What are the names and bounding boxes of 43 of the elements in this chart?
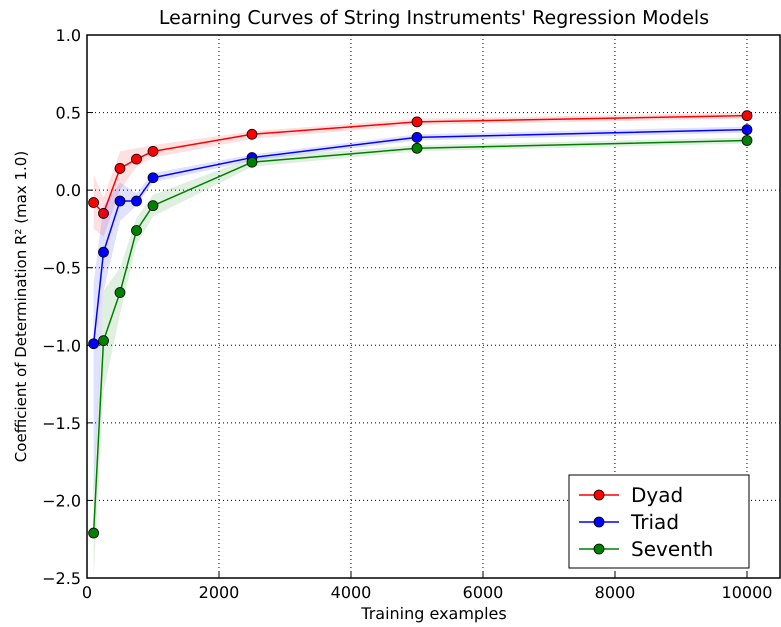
point <box>742 124 752 136</box>
point <box>148 172 158 184</box>
point <box>412 132 422 143</box>
legend-label: Dyad <box>631 483 684 507</box>
legend-label: Triad <box>630 510 680 534</box>
x-tick-label: 6000 <box>462 583 504 602</box>
legend-label: Seventh <box>631 537 714 561</box>
point <box>246 156 258 168</box>
point <box>114 287 126 298</box>
y-tick-label: 0.5 <box>56 104 81 123</box>
point <box>246 128 258 140</box>
y-tick-label: −2.5 <box>42 569 81 588</box>
y-tick-label: −0.5 <box>42 258 81 278</box>
point <box>131 225 142 236</box>
x-axis-title: Training examples <box>360 604 507 623</box>
y-tick-label: −1.0 <box>42 336 81 356</box>
point <box>88 338 99 350</box>
point <box>412 116 422 128</box>
point <box>742 135 752 146</box>
point <box>88 197 99 208</box>
point <box>148 146 158 157</box>
x-tick-label: 4000 <box>330 583 372 602</box>
y-tick-label: −2.0 <box>42 491 81 510</box>
point <box>148 200 158 212</box>
y-tick-label: 1.0 <box>56 26 81 45</box>
point <box>412 142 422 154</box>
point <box>98 208 109 219</box>
point <box>131 196 142 206</box>
point <box>98 246 109 258</box>
y-tick-label: −1.5 <box>42 414 81 433</box>
y-axis-title: Coefficient of Determination R² (max 1.0) <box>12 150 30 462</box>
x-tick-label: 0 <box>82 583 92 602</box>
point <box>114 163 126 174</box>
y-tick-label: 0.0 <box>56 181 81 200</box>
point <box>131 154 142 165</box>
point <box>88 528 99 538</box>
x-tick-label: 2000 <box>198 583 240 602</box>
x-tick-label: 8000 <box>594 583 636 602</box>
point <box>742 110 752 122</box>
point <box>98 335 109 346</box>
point <box>114 196 126 206</box>
chart-title: Learning Curves of String Instruments' Regression Models <box>158 7 710 29</box>
x-tick-label: 10000 <box>722 583 772 602</box>
